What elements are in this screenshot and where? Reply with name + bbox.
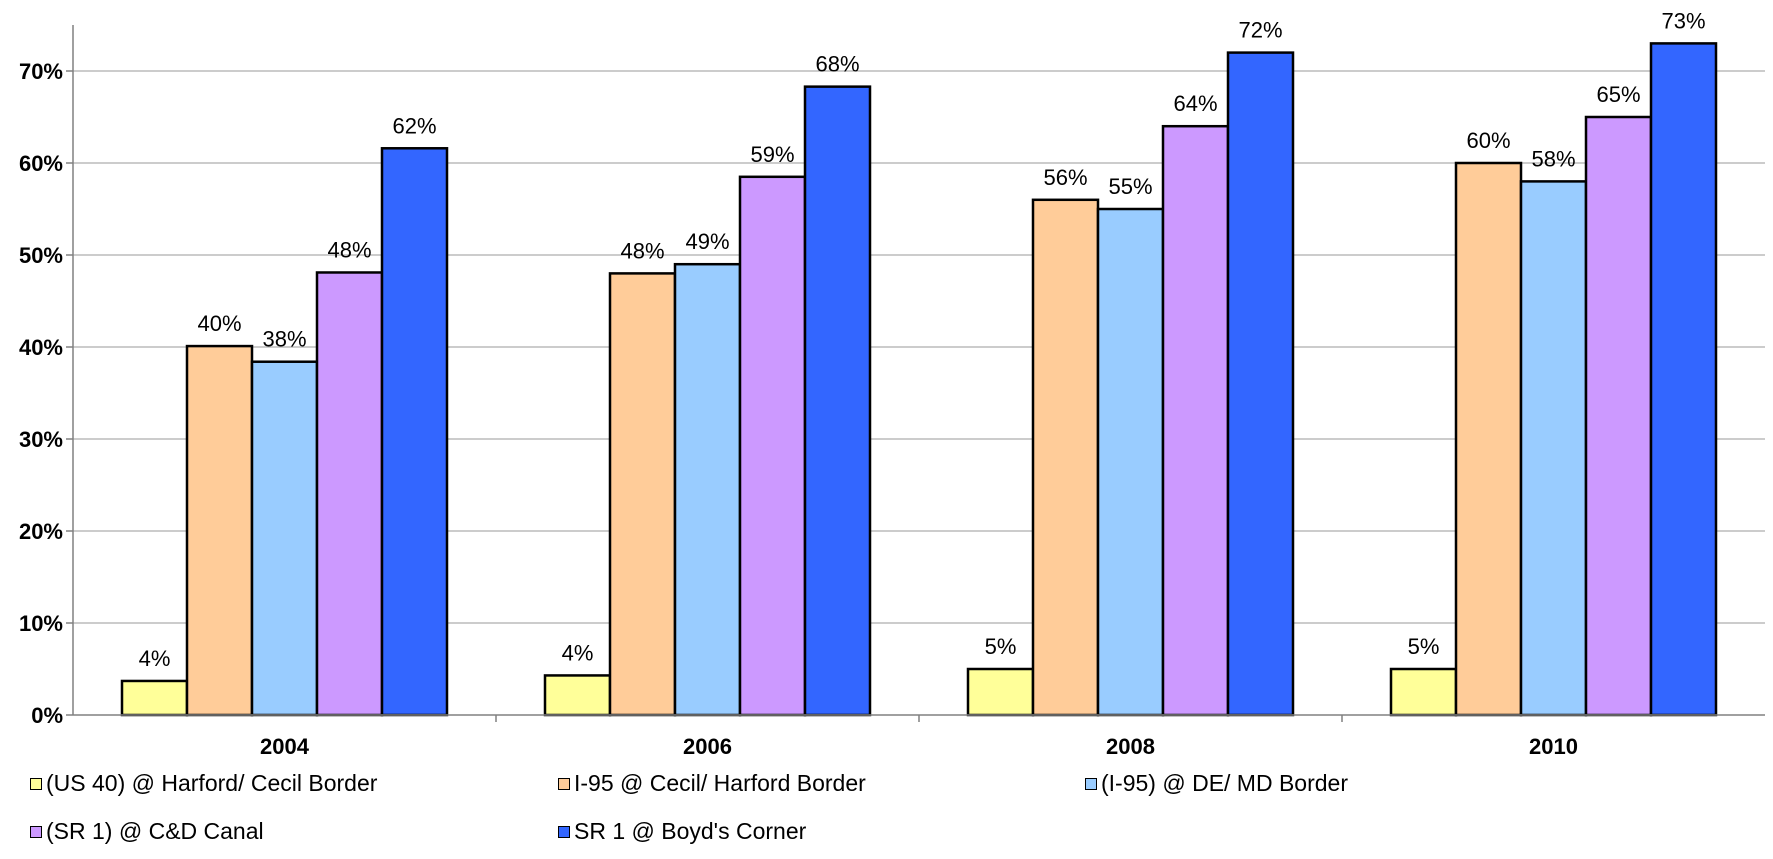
bar <box>120 679 189 717</box>
bar <box>250 360 319 717</box>
bar <box>1161 124 1230 717</box>
data-label: 58% <box>1531 146 1575 171</box>
x-category-label: 2010 <box>1529 734 1578 759</box>
bar <box>738 175 807 717</box>
bar <box>1096 207 1165 717</box>
data-label: 56% <box>1043 165 1087 190</box>
bar <box>1454 161 1523 717</box>
data-label: 68% <box>815 52 859 77</box>
data-label: 49% <box>685 229 729 254</box>
bar <box>1389 667 1458 717</box>
legend-label: (SR 1) @ C&D Canal <box>46 818 264 844</box>
bar <box>185 344 254 717</box>
legend-item: (US 40) @ Harford/ Cecil Border <box>30 770 377 797</box>
data-label: 40% <box>197 311 241 336</box>
data-label: 4% <box>139 646 171 671</box>
legend-item: (I-95) @ DE/ MD Border <box>1085 770 1348 797</box>
y-tick-label: 20% <box>19 519 63 544</box>
bar <box>803 85 872 717</box>
y-axis: 0% 10% 20% 30% 40% 50% 60% 70% <box>19 25 74 728</box>
legend-item: SR 1 @ Boyd's Corner <box>558 818 806 845</box>
legend-swatch <box>30 777 42 790</box>
data-label: 48% <box>327 237 371 262</box>
legend-item: I-95 @ Cecil/ Harford Border <box>558 770 866 797</box>
bar <box>380 147 449 717</box>
data-label: 60% <box>1466 128 1510 153</box>
data-label: 48% <box>620 238 664 263</box>
y-tick-label: 50% <box>19 243 63 268</box>
bar <box>1584 115 1653 717</box>
bar <box>543 674 612 717</box>
bar <box>608 272 677 717</box>
x-category-label: 2008 <box>1106 734 1155 759</box>
legend-label: (I-95) @ DE/ MD Border <box>1101 770 1349 796</box>
bar <box>1519 180 1588 717</box>
y-tick-label: 60% <box>19 151 63 176</box>
data-label: 64% <box>1173 91 1217 116</box>
data-label: 5% <box>985 634 1017 659</box>
legend-swatch <box>558 777 570 790</box>
data-label: 4% <box>562 640 594 665</box>
data-label: 62% <box>392 113 436 138</box>
y-tick-label: 0% <box>31 703 63 728</box>
y-tick-label: 10% <box>19 611 63 636</box>
x-category-label: 2006 <box>683 734 732 759</box>
legend-swatch <box>30 825 42 838</box>
legend-label: (US 40) @ Harford/ Cecil Border <box>46 770 378 796</box>
data-label: 65% <box>1596 82 1640 107</box>
data-label: 73% <box>1661 8 1705 33</box>
data-label: 55% <box>1108 174 1152 199</box>
legend-label: SR 1 @ Boyd's Corner <box>574 818 807 844</box>
data-label: 59% <box>750 142 794 167</box>
bar <box>966 667 1035 717</box>
y-tick-label: 30% <box>19 427 63 452</box>
bar <box>1031 198 1100 717</box>
bar <box>315 271 384 717</box>
y-tick-label: 70% <box>19 59 63 84</box>
data-label: 72% <box>1238 18 1282 43</box>
bar <box>1649 42 1718 717</box>
x-axis: 2004 2006 2008 2010 <box>73 714 1765 759</box>
data-label: 5% <box>1408 634 1440 659</box>
bar <box>1226 51 1295 717</box>
bar-chart: 0%10%20%30%40%50%60%70% 4%40%38%48%62%4%… <box>19 8 1765 759</box>
legend-item: (SR 1) @ C&D Canal <box>30 818 264 845</box>
legend-swatch <box>1085 777 1097 790</box>
legend-label: I-95 @ Cecil/ Harford Border <box>574 770 866 796</box>
data-label: 38% <box>262 327 306 352</box>
bars: 4% 40% 38% 48% 62% 4% 48% 49% 59% 68% 5% 56% 55% 64% 7… <box>120 8 1718 717</box>
legend-swatch <box>558 825 570 838</box>
x-category-label: 2004 <box>260 734 310 759</box>
y-tick-label: 40% <box>19 335 63 360</box>
bar <box>673 262 742 717</box>
